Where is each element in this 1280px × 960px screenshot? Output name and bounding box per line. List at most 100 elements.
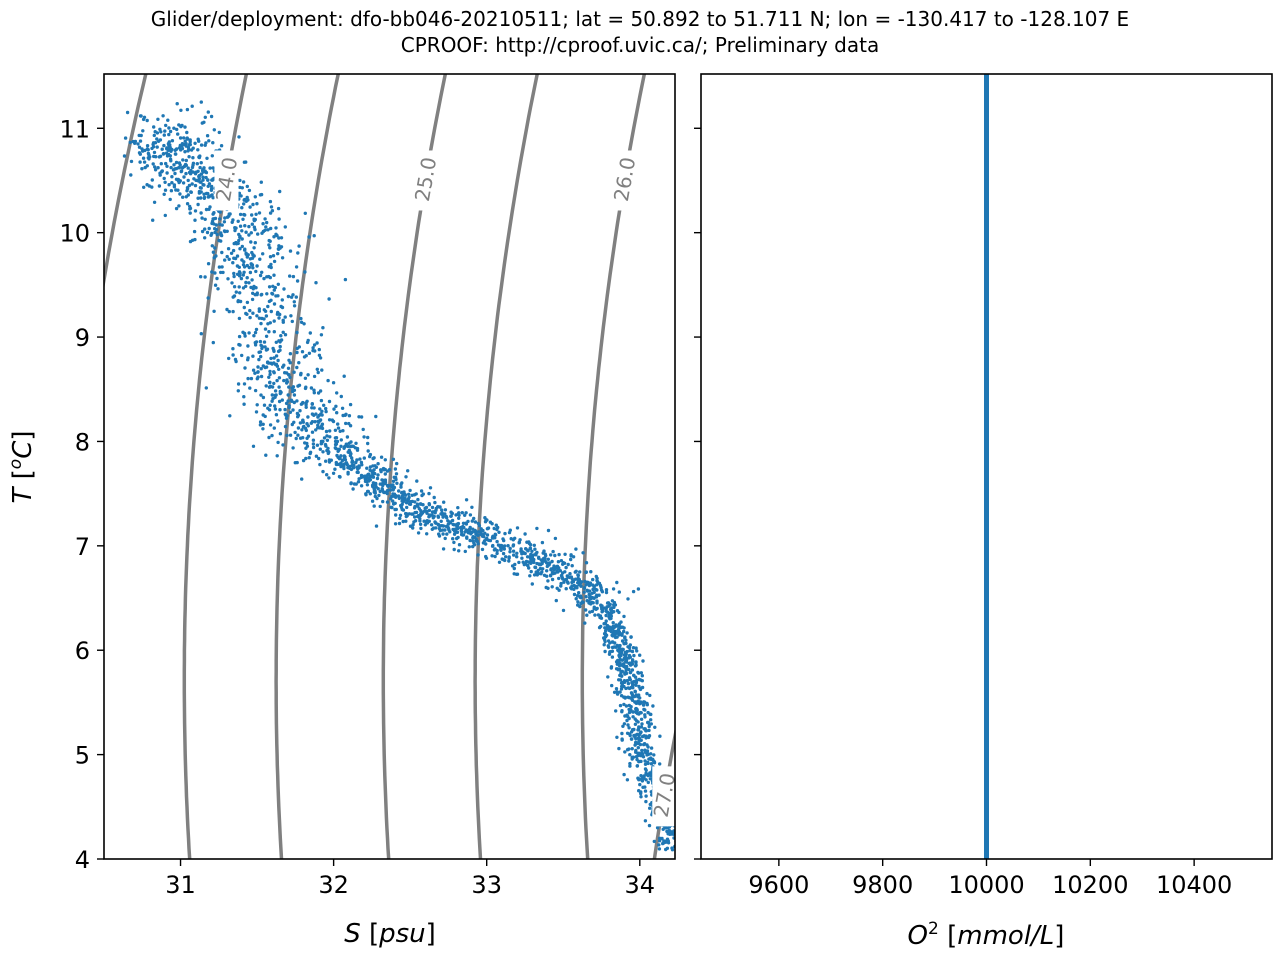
ts-data-point (359, 484, 364, 488)
ts-data-point (199, 161, 203, 165)
ts-data-point (162, 192, 166, 196)
ts-data-point (178, 136, 183, 140)
ts-data-point (645, 743, 649, 747)
ts-data-point (202, 195, 207, 200)
ts-data-point (627, 656, 631, 660)
ts-data-point (652, 759, 656, 763)
ts-data-point (140, 147, 144, 151)
ts-data-point (533, 547, 537, 551)
ts-data-point (416, 497, 420, 502)
ts-data-point (206, 184, 210, 188)
ts-data-point (213, 283, 218, 287)
ts-data-point (366, 435, 370, 440)
ts-data-point (448, 530, 452, 534)
ts-data-point (366, 476, 371, 481)
ts-data-point (160, 170, 164, 174)
ts-data-point (467, 545, 471, 549)
ts-data-point (527, 540, 531, 544)
ts-data-point (165, 171, 169, 175)
ts-data-point (161, 114, 165, 118)
ts-data-point (318, 447, 322, 451)
ts-data-point (324, 429, 329, 434)
ts-data-point (200, 169, 205, 173)
ts-data-point (343, 444, 347, 448)
ts-data-point (268, 423, 273, 427)
ts-data-point (138, 160, 142, 164)
ts-data-point (122, 154, 127, 158)
ts-data-point (293, 430, 297, 435)
ts-data-point (279, 338, 284, 342)
ts-data-point (264, 453, 268, 457)
ts-data-point (420, 493, 424, 498)
ts-data-point (295, 399, 299, 403)
ts-data-point (295, 346, 299, 351)
ts-data-point (636, 587, 641, 591)
ts-data-point (506, 544, 510, 548)
ts-data-point (602, 622, 606, 626)
ts-data-point (576, 603, 580, 607)
ts-data-point (675, 831, 678, 834)
ts-data-point (613, 630, 617, 635)
ts-data-point (156, 117, 160, 122)
ts-data-point (349, 440, 353, 444)
ts-data-point (250, 213, 254, 217)
ts-data-point (428, 514, 432, 518)
ts-data-point (355, 446, 360, 451)
ts-data-point (227, 309, 231, 314)
ts-data-point (471, 527, 475, 531)
ts-data-point (251, 291, 255, 295)
ts-data-point (231, 347, 235, 351)
ts-data-point (300, 350, 305, 354)
ts-data-point (234, 226, 238, 230)
ts-data-point (267, 435, 271, 440)
ts-data-point (533, 565, 537, 569)
ts-data-point (571, 555, 576, 559)
ts-data-point (307, 235, 311, 239)
ts-data-point (678, 839, 681, 842)
ts-data-point (366, 489, 370, 494)
ts-data-point (446, 522, 450, 526)
ts-data-point (269, 262, 273, 267)
ts-data-point (508, 546, 512, 551)
ts-data-point (635, 757, 639, 762)
ts-data-point (630, 747, 634, 751)
ts-data-point (463, 549, 467, 554)
ts-data-point (227, 212, 231, 216)
ts-data-point (430, 505, 435, 510)
ts-data-point (301, 400, 305, 405)
ts-data-point (394, 472, 399, 476)
ts-data-point (576, 573, 580, 578)
ts-data-point (261, 413, 265, 417)
ts-data-point (431, 516, 435, 520)
ts-data-point (537, 556, 541, 560)
ts-data-point (582, 586, 587, 590)
ts-data-point (163, 188, 168, 192)
ts-data-point (150, 146, 154, 151)
ts-data-point (420, 511, 425, 515)
ts-data-point (203, 275, 207, 279)
ts-data-point (579, 601, 583, 606)
ts-data-point (585, 588, 589, 592)
ts-data-point (138, 139, 143, 143)
ts-data-point (145, 144, 150, 148)
ts-data-point (634, 683, 638, 687)
ts-data-point (236, 389, 240, 393)
ts-data-point (315, 443, 320, 447)
ts-data-point (521, 560, 525, 564)
ts-data-point (266, 228, 270, 232)
ts-data-point (277, 339, 281, 343)
ts-data-point (166, 118, 170, 122)
ts-data-point (605, 610, 610, 614)
ts-data-point (602, 643, 606, 647)
ts-data-point (267, 243, 271, 247)
ts-data-point (627, 667, 631, 672)
ts-data-point (529, 552, 533, 557)
ts-data-point (515, 572, 520, 576)
ts-data-point (560, 574, 564, 579)
ts-data-point (627, 716, 631, 721)
ts-data-point (327, 399, 332, 404)
ts-data-point (153, 168, 158, 172)
ts-data-point (677, 810, 680, 813)
ts-data-point (391, 457, 396, 461)
ts-data-point (507, 559, 511, 563)
